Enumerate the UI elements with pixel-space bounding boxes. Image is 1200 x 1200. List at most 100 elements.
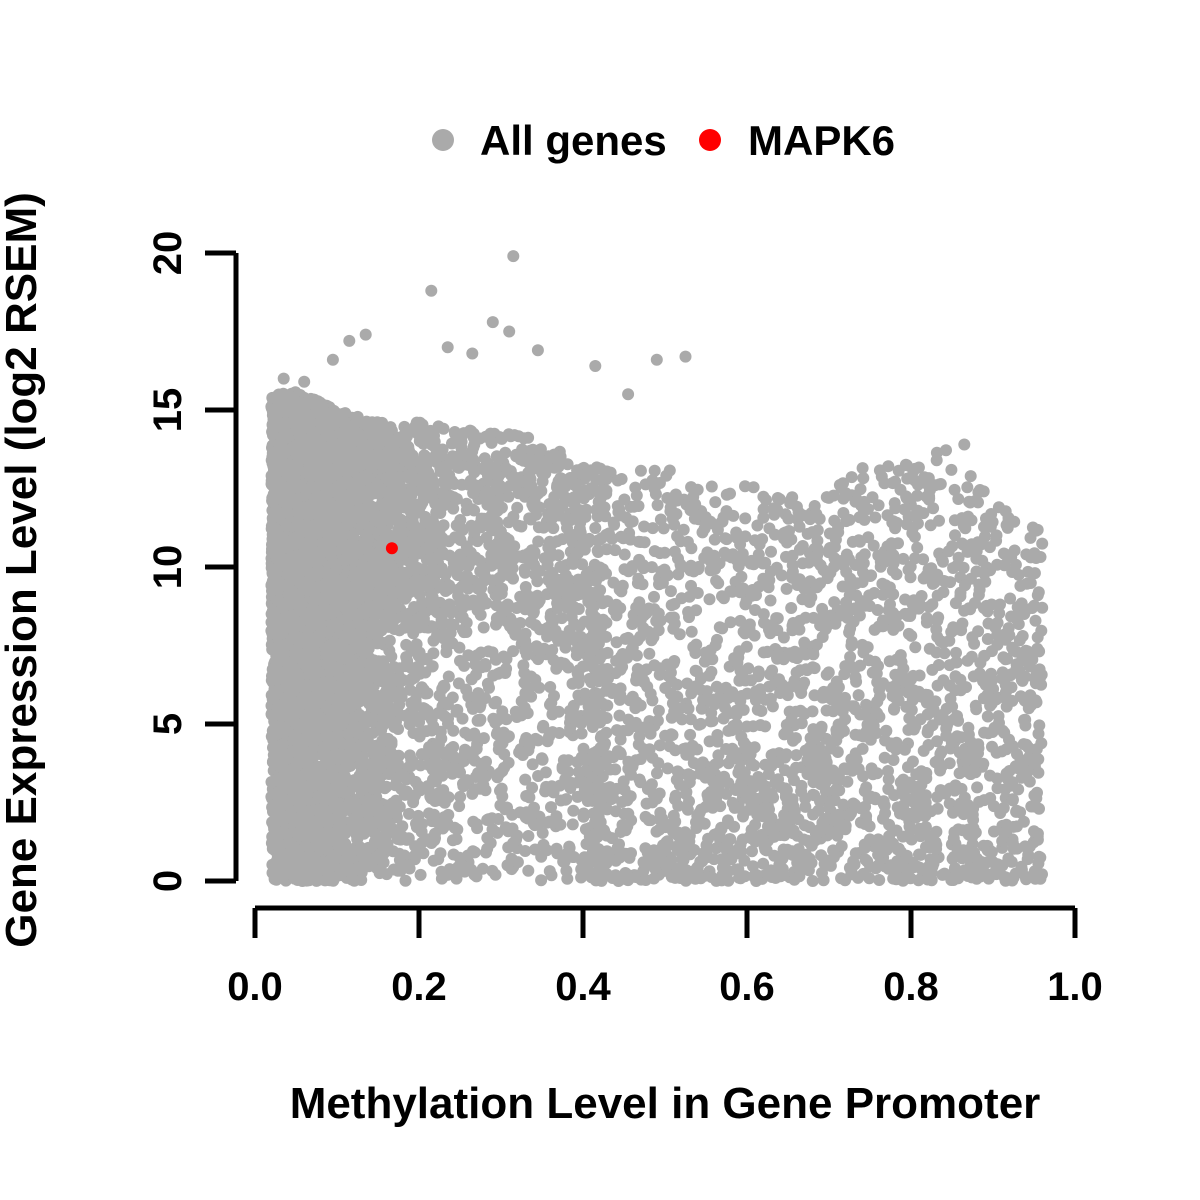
- data-point: [657, 522, 670, 535]
- data-point: [873, 464, 886, 477]
- data-point: [724, 616, 737, 629]
- data-point: [900, 518, 913, 531]
- data-point: [887, 549, 900, 562]
- data-point: [1020, 577, 1033, 590]
- data-point: [902, 686, 915, 699]
- data-point: [852, 689, 865, 702]
- data-point: [600, 484, 613, 497]
- data-point: [567, 601, 580, 613]
- data-point: [532, 770, 545, 782]
- data-point: [543, 730, 555, 743]
- data-point: [522, 830, 535, 842]
- data-point: [987, 800, 1000, 813]
- data-point: [911, 541, 924, 554]
- data-point: [924, 519, 937, 532]
- data-point: [665, 492, 678, 505]
- data-point: [518, 432, 530, 445]
- data-point: [356, 767, 368, 780]
- data-point: [446, 437, 458, 450]
- data-point: [882, 783, 895, 795]
- data-point: [755, 705, 768, 717]
- data-point: [1014, 806, 1027, 819]
- data-point: [760, 494, 772, 506]
- data-point: [767, 791, 780, 804]
- data-point: [820, 704, 833, 717]
- data-point: [799, 800, 812, 813]
- data-point: [968, 637, 981, 650]
- data-point: [904, 560, 917, 573]
- data-point: [720, 488, 733, 501]
- data-point: [943, 757, 956, 770]
- data-point: [713, 621, 726, 634]
- data-point: [417, 563, 430, 576]
- data-point: [944, 576, 957, 589]
- data-point: [727, 509, 740, 522]
- data-point: [882, 773, 895, 786]
- data-point: [952, 493, 965, 505]
- data-point: [687, 641, 700, 654]
- data-point: [682, 606, 695, 618]
- data-point: [629, 481, 642, 494]
- data-point: [577, 810, 590, 823]
- data-point: [576, 558, 589, 571]
- data-point: [507, 645, 520, 658]
- data-point: [651, 767, 663, 780]
- data-point: [661, 762, 674, 775]
- data-point: [962, 510, 975, 523]
- data-point: [997, 547, 1010, 560]
- data-point: [630, 649, 643, 662]
- data-point: [791, 652, 804, 665]
- data-point: [531, 575, 544, 588]
- data-point: [733, 763, 746, 775]
- data-point: [468, 846, 481, 859]
- data-point: [519, 581, 532, 593]
- data-point: [469, 658, 482, 671]
- data-point: [643, 647, 656, 660]
- data-point: [470, 668, 482, 681]
- data-point: [1028, 567, 1041, 580]
- data-point: [765, 545, 777, 558]
- data-point: [403, 683, 416, 696]
- data-point: [841, 775, 854, 788]
- data-point: [519, 566, 531, 579]
- data-point: [652, 704, 665, 717]
- data-point: [961, 481, 974, 494]
- data-point: [643, 814, 655, 827]
- data-point: [936, 555, 949, 568]
- data-point: [567, 557, 580, 570]
- data-point: [424, 424, 437, 437]
- data-point: [879, 807, 892, 820]
- data-point: [845, 471, 858, 484]
- data-point: [648, 590, 660, 603]
- data-point: [561, 872, 574, 885]
- data-point: [456, 712, 469, 725]
- data-point: [607, 576, 620, 589]
- data-point: [532, 734, 545, 747]
- data-point: [997, 651, 1010, 664]
- data-point: [830, 675, 843, 688]
- data-point: [897, 552, 910, 565]
- data-point: [867, 539, 880, 552]
- data-point: [623, 851, 636, 864]
- data-point: [997, 802, 1010, 814]
- data-point: [964, 470, 977, 483]
- all-genes-point-cloud: [265, 250, 1049, 887]
- data-point: [611, 474, 624, 487]
- data-point: [856, 462, 869, 475]
- data-point: [756, 533, 769, 546]
- data-point: [739, 512, 752, 525]
- data-point: [446, 834, 459, 847]
- data-point: [601, 699, 614, 712]
- data-point: [414, 868, 427, 881]
- data-point: [997, 835, 1010, 847]
- data-point: [545, 801, 557, 814]
- data-point: [622, 755, 635, 768]
- data-point: [872, 499, 885, 512]
- data-point: [757, 503, 770, 516]
- data-point: [930, 454, 943, 467]
- data-point: [1004, 592, 1017, 605]
- data-point: [932, 611, 945, 624]
- data-point: [946, 540, 959, 553]
- data-point: [923, 600, 936, 613]
